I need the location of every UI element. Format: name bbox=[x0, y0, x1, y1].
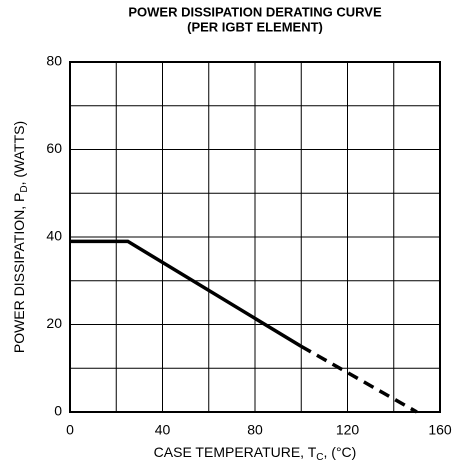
y-axis-label-sub: D bbox=[19, 185, 30, 192]
x-axis-label-sub: C bbox=[316, 452, 323, 463]
chart-subtitle: (PER IGBT ELEMENT) bbox=[187, 19, 323, 34]
x-axis-label-part: , (°C) bbox=[324, 444, 357, 460]
x-tick-label: 160 bbox=[428, 422, 452, 438]
y-tick-label: 80 bbox=[46, 53, 62, 69]
y-axis-label-part: POWER DISSIPATION, P bbox=[11, 193, 27, 354]
chart-title: POWER DISSIPATION DERATING CURVE bbox=[128, 4, 382, 19]
x-tick-label: 80 bbox=[247, 422, 263, 438]
curve bbox=[300, 344, 418, 414]
y-tick-label: 60 bbox=[46, 140, 62, 156]
y-tick-label: 20 bbox=[46, 315, 62, 331]
x-tick-label: 0 bbox=[66, 422, 74, 438]
y-tick-label: 40 bbox=[46, 228, 62, 244]
y-axis-label: POWER DISSIPATION, PD, (WATTS) bbox=[11, 121, 30, 353]
x-axis-label-part: CASE TEMPERATURE, T bbox=[154, 444, 317, 460]
x-tick-label: 40 bbox=[155, 422, 171, 438]
x-tick-label: 120 bbox=[336, 422, 360, 438]
curve bbox=[70, 239, 303, 348]
y-axis-label-part: , (WATTS) bbox=[11, 121, 27, 186]
plot-frame bbox=[69, 61, 441, 413]
x-axis-label: CASE TEMPERATURE, TC, (°C) bbox=[154, 444, 357, 463]
y-tick-label: 0 bbox=[54, 403, 62, 419]
